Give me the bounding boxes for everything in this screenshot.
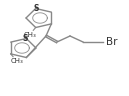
Text: CH₃: CH₃ — [23, 31, 36, 38]
Text: Br: Br — [106, 37, 118, 47]
Text: S: S — [34, 4, 39, 13]
Text: CH₃: CH₃ — [10, 58, 23, 64]
Text: S: S — [23, 34, 28, 43]
